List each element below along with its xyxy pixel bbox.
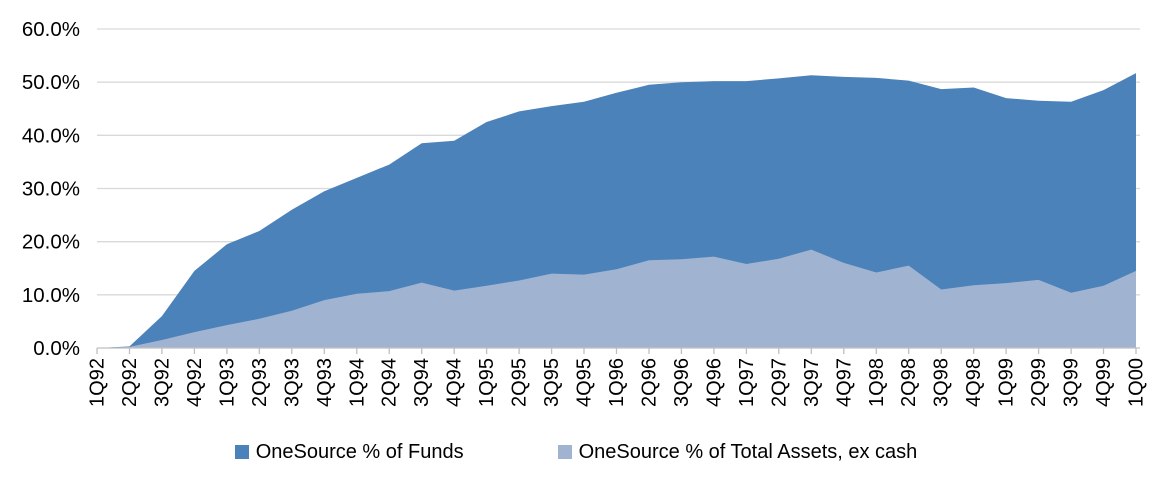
x-axis-label: 3Q94 <box>411 358 433 407</box>
x-axis-label: 3Q95 <box>541 358 563 407</box>
x-axis-label: 3Q93 <box>281 358 303 407</box>
y-axis-label: 10.0% <box>22 284 80 307</box>
x-axis-label: 4Q98 <box>963 358 985 407</box>
x-axis-label: 2Q94 <box>379 358 401 407</box>
y-axis-label: 30.0% <box>22 178 80 201</box>
x-axis-label: 4Q94 <box>444 358 466 407</box>
x-axis-label: 1Q92 <box>87 358 109 407</box>
x-axis-label: 1Q99 <box>996 358 1018 407</box>
x-axis-label: 4Q99 <box>1093 358 1115 407</box>
x-axis-label: 3Q97 <box>801 358 823 407</box>
x-axis-label: 2Q98 <box>898 358 920 407</box>
x-axis-label: 4Q95 <box>574 358 596 407</box>
x-axis-label: 2Q93 <box>249 358 271 407</box>
x-axis-label: 2Q96 <box>638 358 660 407</box>
legend-item-assets: OneSource % of Total Assets, ex cash <box>557 440 918 464</box>
x-axis-label: 3Q99 <box>1061 358 1083 407</box>
y-axis-label: 20.0% <box>22 231 80 254</box>
x-axis-label: 3Q92 <box>151 358 173 407</box>
x-axis-label: 2Q99 <box>1028 358 1050 407</box>
x-axis-label: 1Q94 <box>346 358 368 407</box>
x-axis-label: 3Q96 <box>671 358 693 407</box>
x-axis-label: 2Q92 <box>119 358 141 407</box>
x-axis-label: 1Q97 <box>736 358 758 407</box>
y-axis-label: 50.0% <box>22 71 80 94</box>
x-axis-label: 2Q95 <box>509 358 531 407</box>
x-axis-label: 1Q98 <box>866 358 888 407</box>
x-axis-label: 4Q97 <box>833 358 855 407</box>
y-axis-label: 0.0% <box>33 337 80 360</box>
x-axis-label: 1Q00 <box>1126 358 1148 407</box>
x-axis-label: 1Q95 <box>476 358 498 407</box>
y-axis-label: 40.0% <box>22 124 80 147</box>
x-axis-label: 4Q96 <box>703 358 725 407</box>
x-axis-label: 4Q92 <box>184 358 206 407</box>
funds-series-swatch <box>234 445 249 459</box>
legend-item-funds: OneSource % of Funds <box>234 440 464 464</box>
assets-legend-label: OneSource % of Total Assets, ex cash <box>578 440 918 463</box>
funds-legend-label: OneSource % of Funds <box>255 440 464 463</box>
x-axis-label: 1Q93 <box>216 358 238 407</box>
x-axis-label: 2Q97 <box>768 358 790 407</box>
y-axis-label: 60.0% <box>22 18 80 41</box>
chart-legend: OneSource % of Funds OneSource % of Tota… <box>0 437 1152 467</box>
area-series-assets <box>97 249 1136 348</box>
x-axis-label: 1Q96 <box>606 358 628 407</box>
x-axis-label: 3Q98 <box>931 358 953 407</box>
assets-series-swatch <box>557 445 572 459</box>
x-axis-label: 4Q93 <box>314 358 336 407</box>
